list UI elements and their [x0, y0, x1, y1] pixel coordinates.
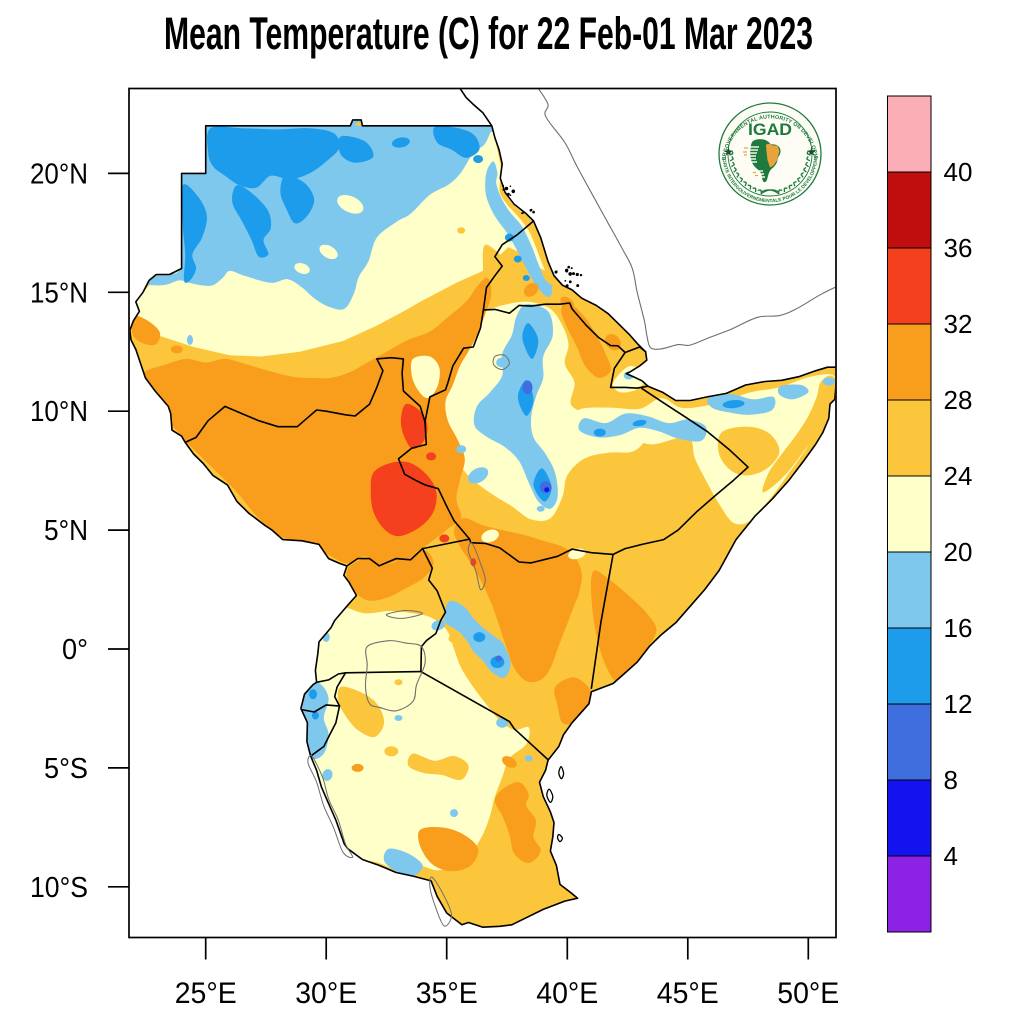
svg-text:0°: 0°: [62, 634, 88, 666]
svg-text:10°N: 10°N: [30, 396, 88, 428]
svg-text:28: 28: [944, 385, 973, 415]
svg-text:20°N: 20°N: [30, 158, 88, 190]
svg-text:24: 24: [944, 461, 973, 491]
svg-text:25°E: 25°E: [175, 977, 237, 1010]
svg-text:30°E: 30°E: [295, 977, 357, 1010]
svg-text:IGAD: IGAD: [748, 120, 792, 139]
svg-text:15°N: 15°N: [30, 277, 88, 309]
svg-text:45°E: 45°E: [657, 977, 719, 1010]
svg-text:4: 4: [944, 841, 958, 871]
svg-text:12: 12: [944, 689, 973, 719]
svg-text:36: 36: [944, 233, 973, 263]
svg-text:20: 20: [944, 537, 973, 567]
svg-text:5°N: 5°N: [44, 515, 88, 547]
svg-text:35°E: 35°E: [416, 977, 478, 1010]
svg-text:10°S: 10°S: [30, 872, 88, 904]
svg-text:40°E: 40°E: [536, 977, 598, 1010]
svg-text:40: 40: [944, 157, 973, 187]
svg-text:32: 32: [944, 309, 973, 339]
svg-text:16: 16: [944, 613, 973, 643]
svg-text:Mean Temperature (C) for 22 Fe: Mean Temperature (C) for 22 Feb-01 Mar 2…: [164, 8, 813, 59]
svg-text:50°E: 50°E: [777, 977, 839, 1010]
svg-text:5°S: 5°S: [44, 753, 88, 785]
svg-text:8: 8: [944, 765, 958, 795]
